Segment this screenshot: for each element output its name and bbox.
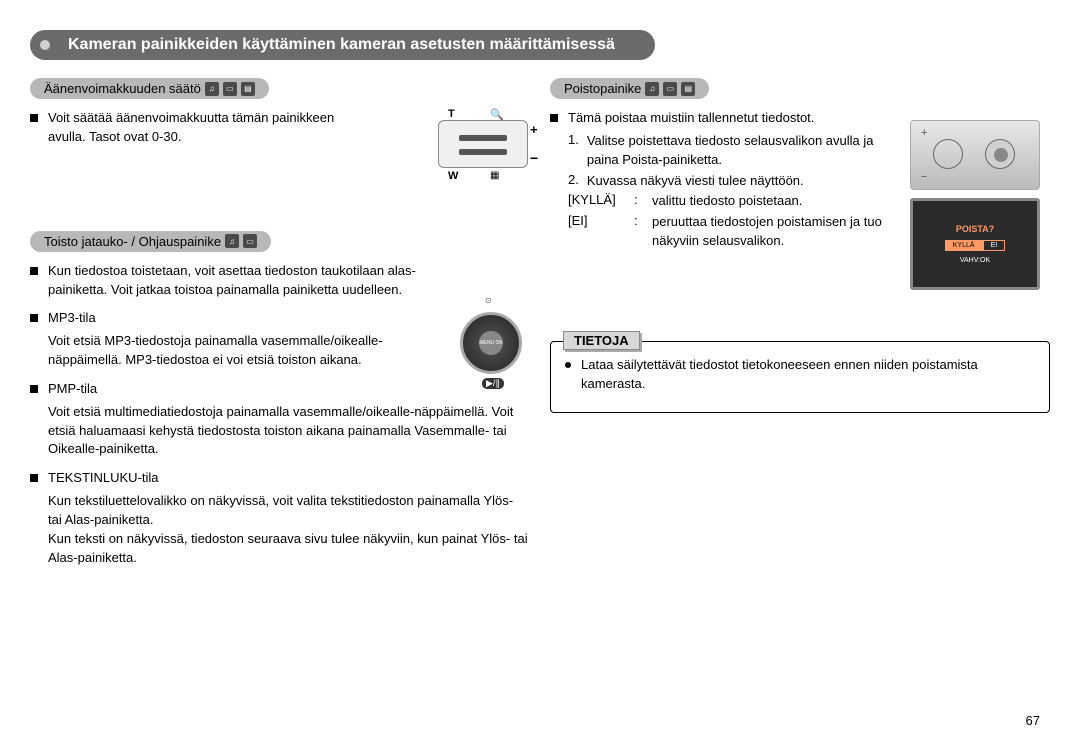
video-icon: ▭ [243,234,257,248]
step-number: 2. [568,172,579,191]
page-number: 67 [1026,713,1040,728]
delete-heading-pill: Poistopainike ♫ ▭ ▤ [550,78,709,99]
headphones-icon: ♫ [205,82,219,96]
info-text-row: Lataa säilytettävät tiedostot tietokonee… [565,356,1035,394]
lcd-no-button: EI [983,240,1006,251]
camera-top-graphic: + − [910,120,1040,190]
delete-intro: Tämä poistaa muistiin tallennetut tiedos… [568,109,814,128]
bullet-icon [565,362,571,368]
info-box: TIETOJA Lataa säilytettävät tiedostot ti… [550,341,1050,413]
opt-yes-val: valittu tiedosto poistetaan. [652,192,802,211]
dpad-top-icon: ⊙ [485,296,492,305]
video-icon: ▭ [223,82,237,96]
camera-dial-2 [985,139,1015,169]
zoom-w-label: W [448,170,458,182]
playback-heading-pill: Toisto jatauko- / Ohjauspainike ♫ ▭ [30,231,271,252]
dpad-center-label: MENU OK [479,331,503,355]
bullet-icon [30,385,38,393]
text-icon: ▤ [681,82,695,96]
mp3-heading-row: MP3-tila [30,309,530,328]
lcd-preview: POISTA? KYLLÄ EI VAHV:OK [910,198,1040,290]
lcd-yes-button: KYLLÄ [945,240,983,251]
step-number: 1. [568,132,579,170]
bullet-icon [550,114,558,122]
lcd-button-row: KYLLÄ EI [945,240,1005,251]
playback-intro: Kun tiedostoa toistetaan, voit asettaa t… [48,262,428,300]
camera-minus-icon: − [921,171,927,183]
zoom-t-label: T [448,108,455,120]
headphones-icon: ♫ [645,82,659,96]
text-icon: ▤ [241,82,255,96]
mp3-body: Voit etsiä MP3-tiedostoja painamalla vas… [48,332,428,370]
opt-no-key: [EI] [568,213,628,251]
camera-plus-icon: + [921,127,927,139]
lcd-ok-label: VAHV:OK [960,257,990,264]
colon: : [634,192,642,211]
opt-no-val: peruuttaa tiedostojen poistamisen ja tuo… [652,213,912,251]
delete-heading: Poistopainike [564,81,641,96]
page-title-pill: Kameran painikkeiden käyttäminen kameran… [30,30,655,60]
page-title: Kameran painikkeiden käyttäminen kameran… [68,36,615,53]
bullet-icon [30,474,38,482]
headphones-icon: ♫ [225,234,239,248]
textmode-heading: TEKSTINLUKU-tila [48,469,159,488]
zoom-minus-icon: − [530,150,538,166]
volume-heading: Äänenvoimakkuuden säätö [44,81,201,96]
info-box-label: TIETOJA [563,331,640,350]
delete-step-1: Valitse poistettava tiedosto selausvalik… [587,132,897,170]
pmp-heading: PMP-tila [48,380,97,399]
play-pause-icon: ▶/∥ [482,378,504,389]
zoom-rocker-graphic [438,120,528,168]
video-icon: ▭ [663,82,677,96]
pmp-body: Voit etsiä multimediatiedostoja painamal… [48,403,530,460]
bullet-icon [30,267,38,275]
info-body: Lataa säilytettävät tiedostot tietokonee… [581,356,1035,394]
playback-heading: Toisto jatauko- / Ohjauspainike [44,234,221,249]
thumbnail-icon: ▦ [490,170,499,181]
camera-dial-1 [933,139,963,169]
zoom-plus-icon: + [530,122,538,137]
colon: : [634,213,642,251]
volume-heading-pill: Äänenvoimakkuuden säätö ♫ ▭ ▤ [30,78,269,99]
textmode-heading-row: TEKSTINLUKU-tila [30,469,530,488]
volume-body: Voit säätää äänenvoimakkuutta tämän pain… [48,109,368,147]
mp3-heading: MP3-tila [48,309,96,328]
textmode-body: Kun tekstiluettelovalikko on näkyvissä, … [48,492,530,567]
bullet-icon [30,314,38,322]
opt-yes-key: [KYLLÄ] [568,192,628,211]
pmp-heading-row: PMP-tila [30,380,530,399]
dpad-graphic: MENU OK [460,312,522,374]
delete-step-2: Kuvassa näkyvä viesti tulee näyttöön. [587,172,804,191]
bullet-icon [30,114,38,122]
playback-intro-row: Kun tiedostoa toistetaan, voit asettaa t… [30,262,530,300]
lcd-title: POISTA? [956,224,994,234]
